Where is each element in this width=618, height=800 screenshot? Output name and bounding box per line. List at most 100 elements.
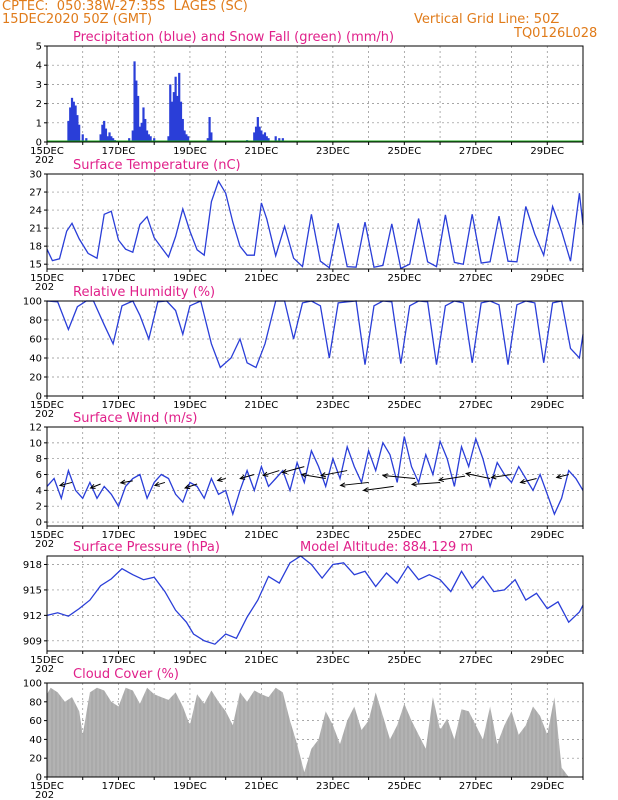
precip-bar bbox=[256, 117, 259, 142]
y-tick-label: 2 bbox=[36, 99, 42, 110]
precip-bar bbox=[208, 117, 211, 142]
precip-bar bbox=[172, 92, 175, 142]
panel-frame bbox=[46, 173, 584, 270]
x-tick-label: 25DEC bbox=[387, 530, 421, 541]
y-tick-label: 20 bbox=[29, 754, 42, 765]
wind-arrow bbox=[154, 481, 166, 486]
precip-bar bbox=[274, 136, 277, 142]
precip-bar bbox=[169, 84, 172, 142]
x-year-label: 202 bbox=[35, 664, 54, 675]
init-time: 15DEC2020 50Z (GMT) bbox=[2, 12, 153, 27]
x-year-label: 202 bbox=[35, 539, 54, 550]
wind-arrow bbox=[321, 470, 348, 477]
precip-bar bbox=[85, 138, 88, 142]
panel-cloud: 0 20 40 60 80 100 15DEC 17DEC 19DEC 21DEC 23DEC 25D… bbox=[23, 667, 584, 800]
precip-bar bbox=[174, 76, 177, 142]
x-tick-label: 17DEC bbox=[102, 146, 136, 157]
precip-bar bbox=[167, 136, 170, 142]
precip-bar bbox=[74, 105, 77, 142]
x-tick-label: 15DEC bbox=[30, 146, 64, 157]
y-tick-label: 24 bbox=[29, 206, 42, 217]
wind-arrow-head bbox=[381, 473, 388, 479]
x-tick-label: 21DEC bbox=[245, 400, 279, 411]
wind-arrow bbox=[520, 477, 537, 483]
y-tick-label: 100 bbox=[23, 297, 42, 308]
x-tick-label: 17DEC bbox=[102, 400, 136, 411]
precip-bar bbox=[253, 132, 256, 142]
panel-frame bbox=[46, 300, 584, 397]
wind-arrow bbox=[90, 483, 101, 489]
x-tick-label: 19DEC bbox=[173, 146, 207, 157]
x-tick-label: 21DEC bbox=[245, 781, 279, 792]
precip-bar bbox=[128, 138, 131, 142]
wind-arrow-head bbox=[490, 474, 497, 480]
y-tick-label: 5 bbox=[36, 42, 42, 53]
precip-bar bbox=[278, 138, 281, 142]
pres-series-line bbox=[46, 555, 584, 645]
precip-bar bbox=[67, 120, 70, 142]
panel-subtitle: Model Altitude: 884.129 m bbox=[300, 540, 473, 555]
precip-bar bbox=[137, 95, 140, 142]
x-tick-label: 15DEC bbox=[30, 655, 64, 666]
y-tick-label: 4 bbox=[36, 61, 42, 72]
wind-arrow bbox=[465, 472, 491, 479]
precip-bar bbox=[281, 138, 284, 142]
x-tick-label: 23DEC bbox=[316, 146, 350, 157]
wind-arrow bbox=[383, 474, 416, 479]
x-tick-label: 23DEC bbox=[316, 781, 350, 792]
wind-arrow-head bbox=[320, 472, 327, 478]
x-tick-label: 27DEC bbox=[459, 400, 493, 411]
panel-title: Surface Wind (m/s) bbox=[73, 411, 197, 426]
wind-arrow bbox=[120, 480, 133, 484]
wind-arrow-head bbox=[89, 483, 96, 489]
wind-arrow-head bbox=[183, 484, 191, 490]
precip-bar bbox=[153, 138, 156, 142]
y-tick-label: 0 bbox=[36, 773, 42, 784]
panel-temp: 15 18 21 24 27 30 15DEC 17DEC 19DEC 21DEC 23DEC 25D… bbox=[29, 158, 584, 293]
y-tick-label: 0 bbox=[36, 138, 42, 149]
precip-bar bbox=[72, 101, 75, 142]
wind-arrow-head bbox=[519, 478, 526, 484]
precip-bar bbox=[147, 134, 150, 142]
x-tick-label: 17DEC bbox=[102, 655, 136, 666]
precip-bar bbox=[76, 115, 79, 142]
y-tick-label: 80 bbox=[29, 316, 42, 327]
precip-bar bbox=[135, 80, 138, 142]
y-tick-label: 80 bbox=[29, 697, 42, 708]
x-tick-label: 27DEC bbox=[459, 273, 493, 284]
precip-bar bbox=[178, 72, 181, 142]
wind-series-line bbox=[46, 436, 584, 517]
precip-bar bbox=[210, 132, 213, 142]
wind-arrow-head bbox=[58, 481, 66, 487]
wind-arrow bbox=[240, 474, 255, 480]
x-tick-label: 15DEC bbox=[30, 400, 64, 411]
x-tick-label: 27DEC bbox=[459, 655, 493, 666]
x-tick-label: 21DEC bbox=[245, 273, 279, 284]
wind-arrow-head bbox=[339, 482, 346, 488]
precip-bar bbox=[254, 126, 258, 142]
panel-rh: 0 20 40 60 80 100 15DEC 17DEC 19DEC 21DEC 23DEC 25D… bbox=[23, 285, 584, 420]
x-tick-label: 19DEC bbox=[173, 530, 207, 541]
x-tick-label: 27DEC bbox=[459, 530, 493, 541]
precip-bar bbox=[78, 124, 81, 142]
y-tick-label: 27 bbox=[29, 188, 42, 199]
wind-arrow bbox=[282, 466, 305, 474]
x-tick-label: 21DEC bbox=[245, 530, 279, 541]
precip-bar bbox=[185, 134, 188, 142]
x-tick-label: 19DEC bbox=[173, 400, 207, 411]
x-tick-label: 25DEC bbox=[387, 781, 421, 792]
x-year-label: 202 bbox=[35, 790, 54, 800]
x-tick-label: 25DEC bbox=[387, 273, 421, 284]
x-year-label: 202 bbox=[35, 409, 54, 420]
y-tick-label: 912 bbox=[23, 611, 42, 622]
precip-bar bbox=[110, 136, 113, 142]
x-tick-label: 25DEC bbox=[387, 146, 421, 157]
wind-arrow bbox=[59, 481, 73, 486]
wind-arrow bbox=[340, 481, 369, 486]
wind-arrow bbox=[439, 475, 466, 481]
wind-arrow bbox=[363, 485, 394, 491]
x-tick-label: 27DEC bbox=[459, 146, 493, 157]
x-tick-label: 29DEC bbox=[530, 273, 564, 284]
x-tick-label: 25DEC bbox=[387, 400, 421, 411]
